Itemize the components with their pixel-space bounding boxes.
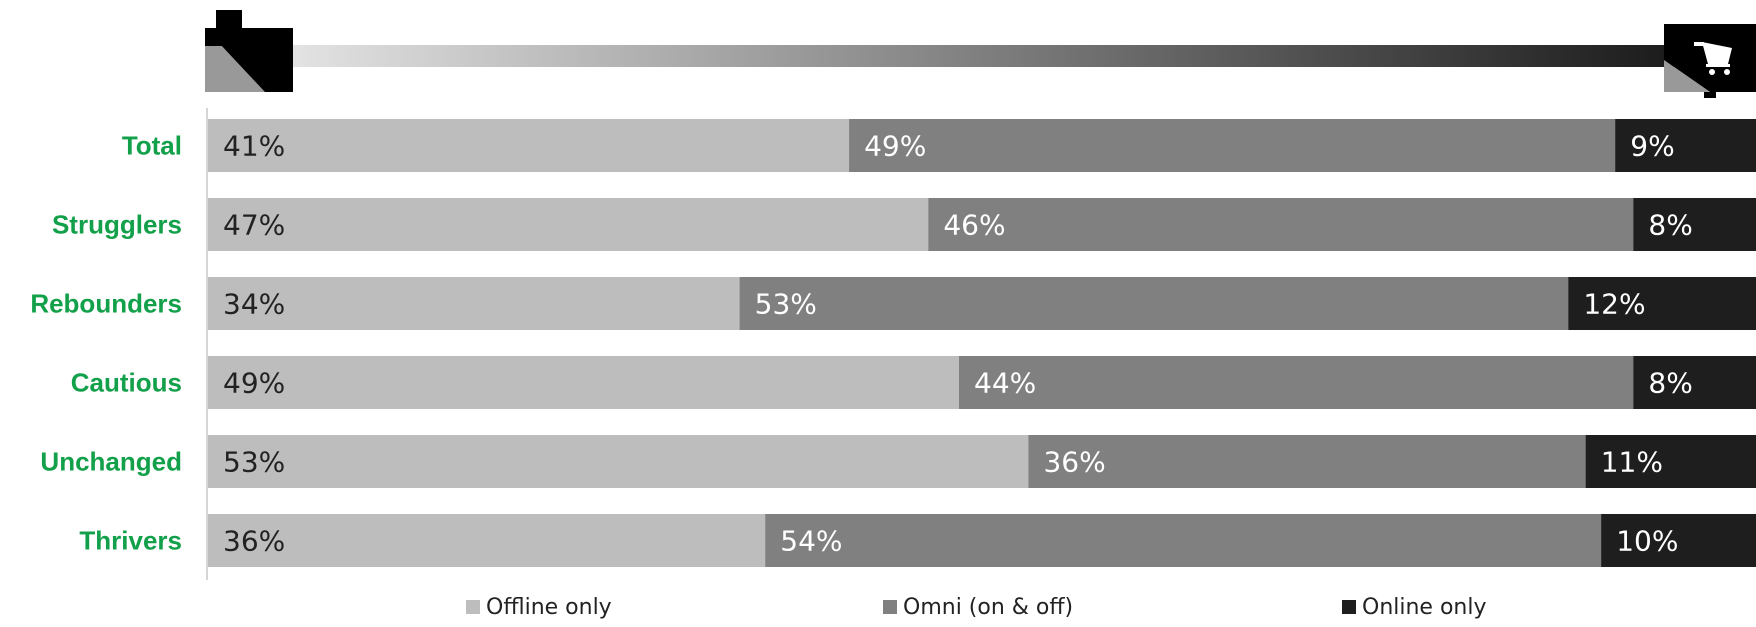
- bar-offline-only: [208, 356, 960, 409]
- data-label: 41%: [223, 130, 285, 163]
- bar-online-only: [1633, 198, 1756, 251]
- bar-row: Unchanged 53% 36% 11%: [40, 435, 1756, 488]
- bar-omni: [928, 198, 1634, 251]
- data-label: 12%: [1583, 288, 1645, 321]
- legend-label: Online only: [1362, 595, 1487, 620]
- data-label: 8%: [1648, 367, 1692, 400]
- bar-online-only: [1585, 435, 1756, 488]
- data-label: 46%: [943, 209, 1005, 242]
- bar-offline-only: [208, 514, 766, 567]
- bar-online-only: [1568, 277, 1756, 330]
- data-label: 8%: [1648, 209, 1692, 242]
- category-label: Strugglers: [52, 210, 182, 240]
- data-label: 36%: [1043, 446, 1105, 479]
- category-label: Cautious: [71, 368, 182, 398]
- data-label: 9%: [1630, 130, 1674, 163]
- legend-swatch: [466, 600, 480, 614]
- bar-offline-only: [208, 435, 1029, 488]
- legend-item: Offline only: [466, 595, 612, 620]
- data-label: 53%: [755, 288, 817, 321]
- store-icon: [205, 10, 293, 92]
- bar-online-only: [1601, 514, 1756, 567]
- category-label: Total: [122, 131, 182, 161]
- data-label: 53%: [223, 446, 285, 479]
- bar-row: Cautious 49% 44% 8%: [71, 356, 1756, 409]
- legend-swatch: [883, 600, 897, 614]
- channel-scale: [205, 10, 1756, 98]
- data-label: 11%: [1601, 446, 1663, 479]
- data-label: 49%: [864, 130, 926, 163]
- legend-item: Online only: [1342, 595, 1487, 620]
- data-label: 10%: [1616, 525, 1678, 558]
- bar-omni: [849, 119, 1616, 172]
- bar-omni: [739, 277, 1569, 330]
- data-label: 54%: [780, 525, 842, 558]
- bar-omni: [765, 514, 1602, 567]
- channel-gradient-bar: [270, 45, 1680, 67]
- legend: Offline only Omni (on & off) Online only: [466, 595, 1487, 620]
- legend-swatch: [1342, 600, 1356, 614]
- category-label: Unchanged: [40, 447, 182, 477]
- bar-row: Total 41% 49% 9%: [122, 119, 1756, 172]
- bar-online-only: [1633, 356, 1756, 409]
- bar-row: Thrivers 36% 54% 10%: [79, 514, 1756, 567]
- bar-omni: [959, 356, 1634, 409]
- bar-offline-only: [208, 277, 741, 330]
- data-label: 47%: [223, 209, 285, 242]
- legend-item: Omni (on & off): [883, 595, 1073, 620]
- bar-offline-only: [208, 119, 850, 172]
- legend-label: Offline only: [486, 595, 612, 620]
- data-label: 49%: [223, 367, 285, 400]
- legend-label: Omni (on & off): [903, 595, 1073, 620]
- bar-omni: [1028, 435, 1587, 488]
- bar-offline-only: [208, 198, 929, 251]
- shopping-cart-icon: [1664, 24, 1756, 98]
- data-label: 36%: [223, 525, 285, 558]
- category-label: Rebounders: [30, 289, 182, 319]
- bar-row: Strugglers 47% 46% 8%: [52, 198, 1756, 251]
- data-label: 44%: [974, 367, 1036, 400]
- bar-row: Rebounders 34% 53% 12%: [30, 277, 1756, 330]
- data-label: 34%: [223, 288, 285, 321]
- category-label: Thrivers: [79, 526, 182, 556]
- bar-online-only: [1615, 119, 1756, 172]
- bar-rows: Total 41% 49% 9% Strugglers 47% 46% 8% Rebounder…: [30, 119, 1756, 567]
